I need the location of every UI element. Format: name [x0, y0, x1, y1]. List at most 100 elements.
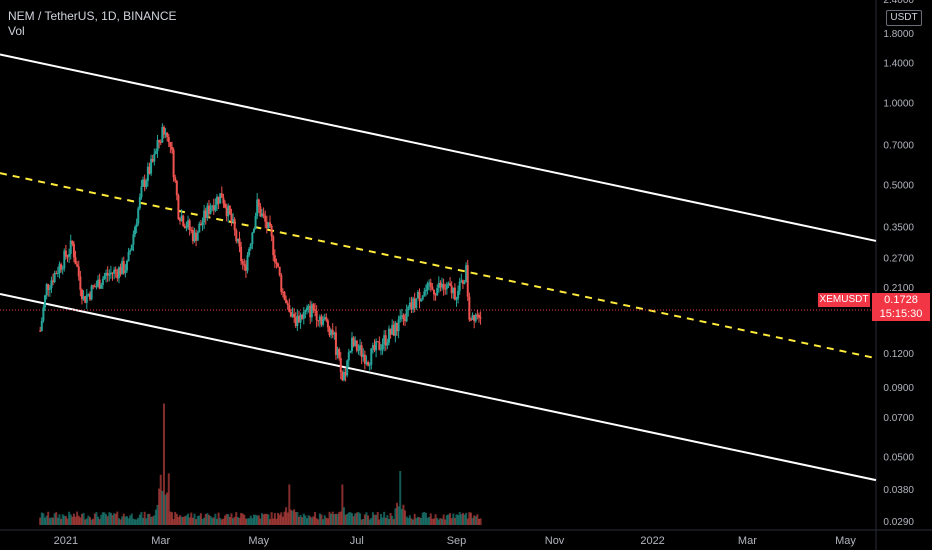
volume-bar	[256, 515, 259, 525]
volume-bar	[156, 505, 159, 525]
candle-body	[212, 205, 215, 211]
candle-body	[354, 340, 357, 346]
volume-bar	[90, 519, 93, 525]
volume-bar	[68, 511, 71, 525]
volume-bar	[424, 512, 427, 525]
volume-bar	[103, 512, 106, 525]
volume-bar	[84, 519, 87, 525]
y-tick-label: 2.4000	[883, 0, 914, 6]
volume-bar	[191, 517, 194, 525]
volume-bar	[341, 484, 344, 525]
volume-bar	[228, 516, 231, 525]
volume-indicator-label[interactable]: Vol	[8, 24, 25, 38]
volume-bar	[442, 514, 445, 525]
candle-body	[101, 278, 104, 286]
volume-bar	[384, 517, 387, 525]
candle-body	[375, 341, 378, 351]
volume-bar	[74, 516, 77, 525]
candle-body	[80, 289, 83, 300]
volume-bar	[180, 516, 183, 525]
volume-bar	[334, 513, 337, 525]
candle-body	[347, 352, 350, 361]
candle-body	[232, 219, 235, 222]
candle-body	[55, 273, 58, 275]
volume-bar	[97, 516, 100, 525]
candle-body	[172, 149, 175, 178]
volume-bar	[40, 512, 43, 525]
candle-body	[117, 267, 120, 279]
volume-bar	[355, 512, 358, 525]
candle-body	[201, 222, 204, 226]
volume-bar	[47, 511, 50, 525]
volume-bar	[224, 515, 227, 525]
volume-bar	[209, 515, 212, 525]
volume-bar	[312, 516, 315, 525]
currency-label[interactable]: USDT	[886, 10, 922, 26]
volume-bar	[338, 512, 341, 525]
volume-bar	[177, 516, 180, 525]
candle-body	[243, 263, 246, 266]
volume-bar	[146, 513, 149, 525]
volume-bar	[232, 518, 235, 525]
candle-body	[85, 294, 88, 303]
candle-body	[211, 205, 214, 208]
volume-bar	[461, 512, 464, 525]
volume-bar	[315, 518, 318, 525]
candle-body	[129, 250, 132, 252]
volume-bar	[301, 517, 304, 525]
volume-bar	[325, 517, 328, 525]
volume-bar	[77, 515, 80, 525]
candle-body	[331, 329, 334, 335]
candle-body	[68, 253, 71, 257]
volume-bar	[254, 514, 257, 525]
candle-body	[275, 262, 278, 264]
volume-bar	[138, 514, 141, 525]
volume-bar	[87, 515, 90, 525]
candle-body	[341, 372, 344, 381]
candle-body	[442, 284, 445, 289]
x-tick-label: Mar	[151, 535, 170, 547]
x-tick-label: 2022	[640, 535, 664, 547]
candle-body	[153, 153, 156, 162]
candle-body	[269, 222, 272, 226]
volume-bar	[196, 515, 199, 525]
candle-body	[359, 345, 362, 350]
volume-bar	[124, 516, 127, 525]
volume-bar	[351, 513, 354, 525]
volume-bar	[460, 514, 463, 525]
volume-bar	[444, 519, 447, 525]
candle-body	[124, 270, 127, 274]
candle-body	[252, 228, 255, 233]
candle-body	[114, 269, 117, 272]
candle-body	[156, 140, 159, 152]
volume-bar	[167, 473, 170, 525]
volume-bar	[379, 513, 382, 525]
candle-body	[146, 166, 149, 181]
symbol-tag: XEMUSDT	[818, 293, 870, 307]
x-tick-label: Jul	[350, 535, 364, 547]
volume-bar	[153, 515, 156, 525]
candle-body	[113, 269, 116, 274]
candle-body	[225, 207, 228, 217]
candle-body	[460, 280, 463, 282]
candle-body	[84, 296, 87, 303]
volume-bar	[429, 513, 432, 525]
volume-bar	[207, 514, 210, 525]
candle-body	[469, 319, 472, 321]
candle-body	[244, 265, 247, 271]
candle-body	[39, 330, 42, 332]
candle-body	[286, 303, 289, 306]
volume-bar	[339, 511, 342, 525]
volume-bar	[198, 515, 201, 525]
volume-bar	[79, 517, 82, 525]
candle-body	[439, 282, 442, 288]
candle-body	[336, 349, 339, 355]
volume-bar	[418, 517, 421, 525]
candle-body	[233, 219, 236, 231]
volume-bar	[185, 515, 188, 525]
candle-body	[48, 288, 51, 290]
volume-bar	[187, 513, 190, 525]
candle-body	[346, 360, 349, 376]
volume-bar	[222, 518, 225, 525]
